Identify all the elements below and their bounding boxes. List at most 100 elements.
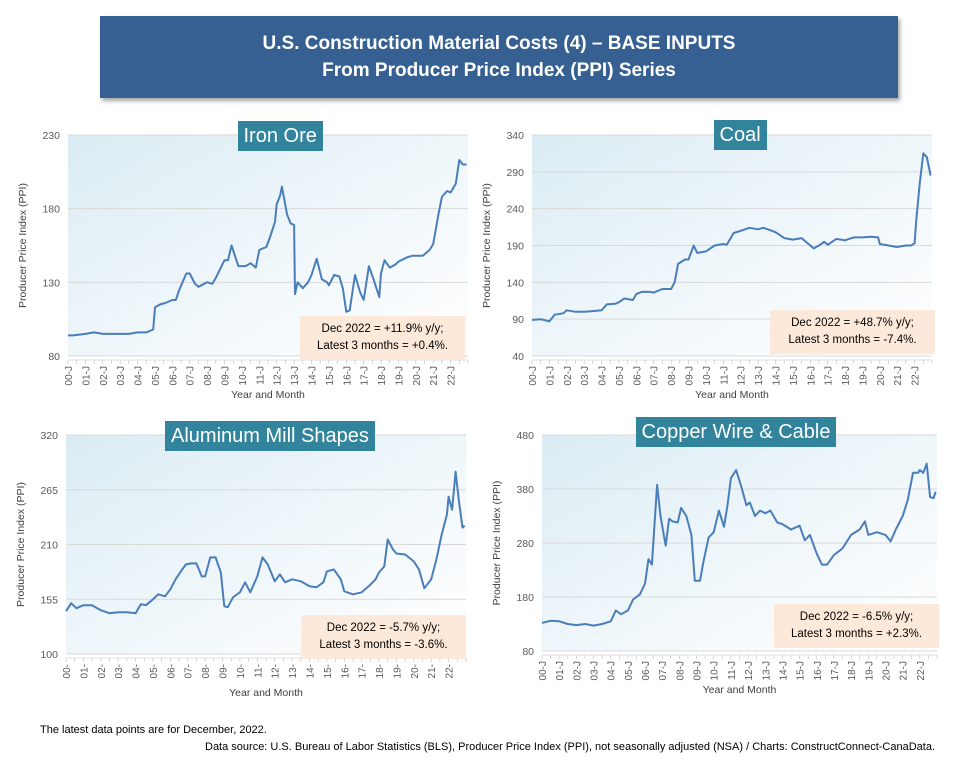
x-tick-label: 19-J <box>394 366 405 385</box>
x-axis-title: Year and Month <box>229 687 303 699</box>
x-axis-title: Year and Month <box>703 684 777 696</box>
x-tick-label: 21-J <box>429 366 440 385</box>
x-tick-label: 14- <box>305 664 316 678</box>
y-tick-label: 130 <box>42 277 60 289</box>
x-tick-label: 17-J <box>360 366 371 385</box>
header-title: U.S. Construction Material Costs (4) – B… <box>262 33 736 54</box>
y-tick-label: 180 <box>516 592 534 604</box>
x-tick-label: 06- <box>166 664 177 678</box>
x-tick-label: 06-J <box>168 366 179 385</box>
x-tick-label: 07-J <box>658 661 669 680</box>
x-tick-label: 09- <box>219 664 230 678</box>
x-tick-label: 01-J <box>81 366 92 385</box>
y-tick-label: 90 <box>512 314 524 326</box>
y-axis-title: Producer Price Index (PPI) <box>481 183 493 308</box>
chart-annotation: Dec 2022 = +48.7% y/y; Latest 3 months = … <box>770 310 935 354</box>
x-tick-label: 16-J <box>806 366 817 385</box>
x-tick-label: 12-J <box>273 366 284 385</box>
chart-title: Coal <box>713 120 767 150</box>
x-tick-label: 01-J <box>545 366 556 385</box>
x-tick-label: 09-J <box>221 366 232 385</box>
y-tick-label: 180 <box>42 204 60 216</box>
x-tick-label: 09-J <box>685 366 696 385</box>
x-tick-label: 18- <box>375 664 386 678</box>
x-tick-label: 10- <box>236 664 247 678</box>
x-tick-label: 11-J <box>727 661 738 680</box>
chart-title: Aluminum Mill Shapes <box>165 421 375 451</box>
x-tick-label: 20-J <box>412 366 423 385</box>
y-tick-label: 140 <box>506 277 524 289</box>
x-tick-label: 15-J <box>789 366 800 385</box>
x-tick-label: 19-J <box>858 366 869 385</box>
x-tick-label: 00-J <box>64 366 75 385</box>
footer-source: Data source: U.S. Bureau of Labor Statis… <box>205 741 935 753</box>
x-tick-label: 14-J <box>307 366 318 385</box>
x-tick-label: 08- <box>201 664 212 678</box>
y-tick-label: 100 <box>40 649 58 661</box>
y-tick-label: 290 <box>506 167 524 179</box>
x-tick-label: 00- <box>62 664 73 678</box>
x-tick-label: 03-J <box>580 366 591 385</box>
x-tick-label: 07- <box>184 664 195 678</box>
y-tick-label: 80 <box>522 646 534 658</box>
x-tick-label: 02-J <box>99 366 110 385</box>
x-tick-label: 10-J <box>710 661 721 680</box>
x-tick-label: 14-J <box>771 366 782 385</box>
x-tick-label: 03- <box>114 664 125 678</box>
x-tick-label: 21-J <box>899 661 910 680</box>
x-tick-label: 04-J <box>134 366 145 385</box>
series-line-iron-ore <box>68 159 467 337</box>
x-tick-label: 19- <box>392 664 403 678</box>
x-tick-label: 16-J <box>813 661 824 680</box>
x-tick-label: 08-J <box>667 366 678 385</box>
y-tick-label: 80 <box>48 351 60 363</box>
x-tick-label: 21- <box>427 664 438 678</box>
annotation-3-month: Latest 3 months = -3.6%. <box>319 639 448 651</box>
x-tick-label: 13- <box>288 664 299 678</box>
x-tick-label: 05- <box>149 664 160 678</box>
x-tick-label: 01- <box>79 664 90 678</box>
x-tick-label: 11-J <box>255 366 266 385</box>
x-tick-label: 10-J <box>238 366 249 385</box>
x-tick-label: 20-J <box>881 661 892 680</box>
x-tick-label: 15-J <box>325 366 336 385</box>
x-tick-label: 03-J <box>590 661 601 680</box>
x-tick-label: 04- <box>132 664 143 678</box>
x-tick-label: 04-J <box>598 366 609 385</box>
x-tick-label: 16-J <box>342 366 353 385</box>
annotation-3-month: Latest 3 months = +2.3%. <box>790 628 923 640</box>
y-tick-label: 340 <box>506 130 524 142</box>
y-tick-label: 190 <box>506 241 524 253</box>
x-tick-label: 10-J <box>702 366 713 385</box>
x-tick-label: 21-J <box>893 366 904 385</box>
x-tick-label: 01-J <box>555 661 566 680</box>
x-tick-label: 04-J <box>607 661 618 680</box>
y-tick-label: 240 <box>506 204 524 216</box>
x-tick-label: 11-J <box>719 366 730 385</box>
y-axis-title: Producer Price Index (PPI) <box>15 482 27 607</box>
y-axis-title: Producer Price Index (PPI) <box>491 481 503 606</box>
x-axis-title: Year and Month <box>695 389 769 401</box>
x-tick-label: 18-J <box>377 366 388 385</box>
annotation-yoy: Dec 2022 = +11.9% y/y; <box>321 323 444 335</box>
x-tick-label: 17-J <box>830 661 841 680</box>
x-tick-label: 11- <box>253 664 264 678</box>
x-tick-label: 20- <box>410 664 421 678</box>
series-line-copper-wire-cable <box>541 462 937 627</box>
x-tick-label: 17-J <box>824 366 835 385</box>
x-tick-label: 08-J <box>203 366 214 385</box>
chart-annotation: Dec 2022 = -6.5% y/y; Latest 3 months = +… <box>774 604 939 648</box>
x-tick-label: 00-J <box>528 366 539 385</box>
x-tick-label: 06-J <box>641 661 652 680</box>
x-tick-label: 08-J <box>675 661 686 680</box>
y-tick-label: 230 <box>42 130 60 142</box>
x-tick-label: 09-J <box>693 661 704 680</box>
annotation-yoy: Dec 2022 = +48.7% y/y; <box>791 317 914 329</box>
y-tick-label: 320 <box>40 430 58 442</box>
x-tick-label: 06-J <box>632 366 643 385</box>
x-tick-label: 07-J <box>650 366 661 385</box>
annotation-3-month: Latest 3 months = -7.4%. <box>788 334 917 346</box>
x-tick-label: 18-J <box>841 366 852 385</box>
